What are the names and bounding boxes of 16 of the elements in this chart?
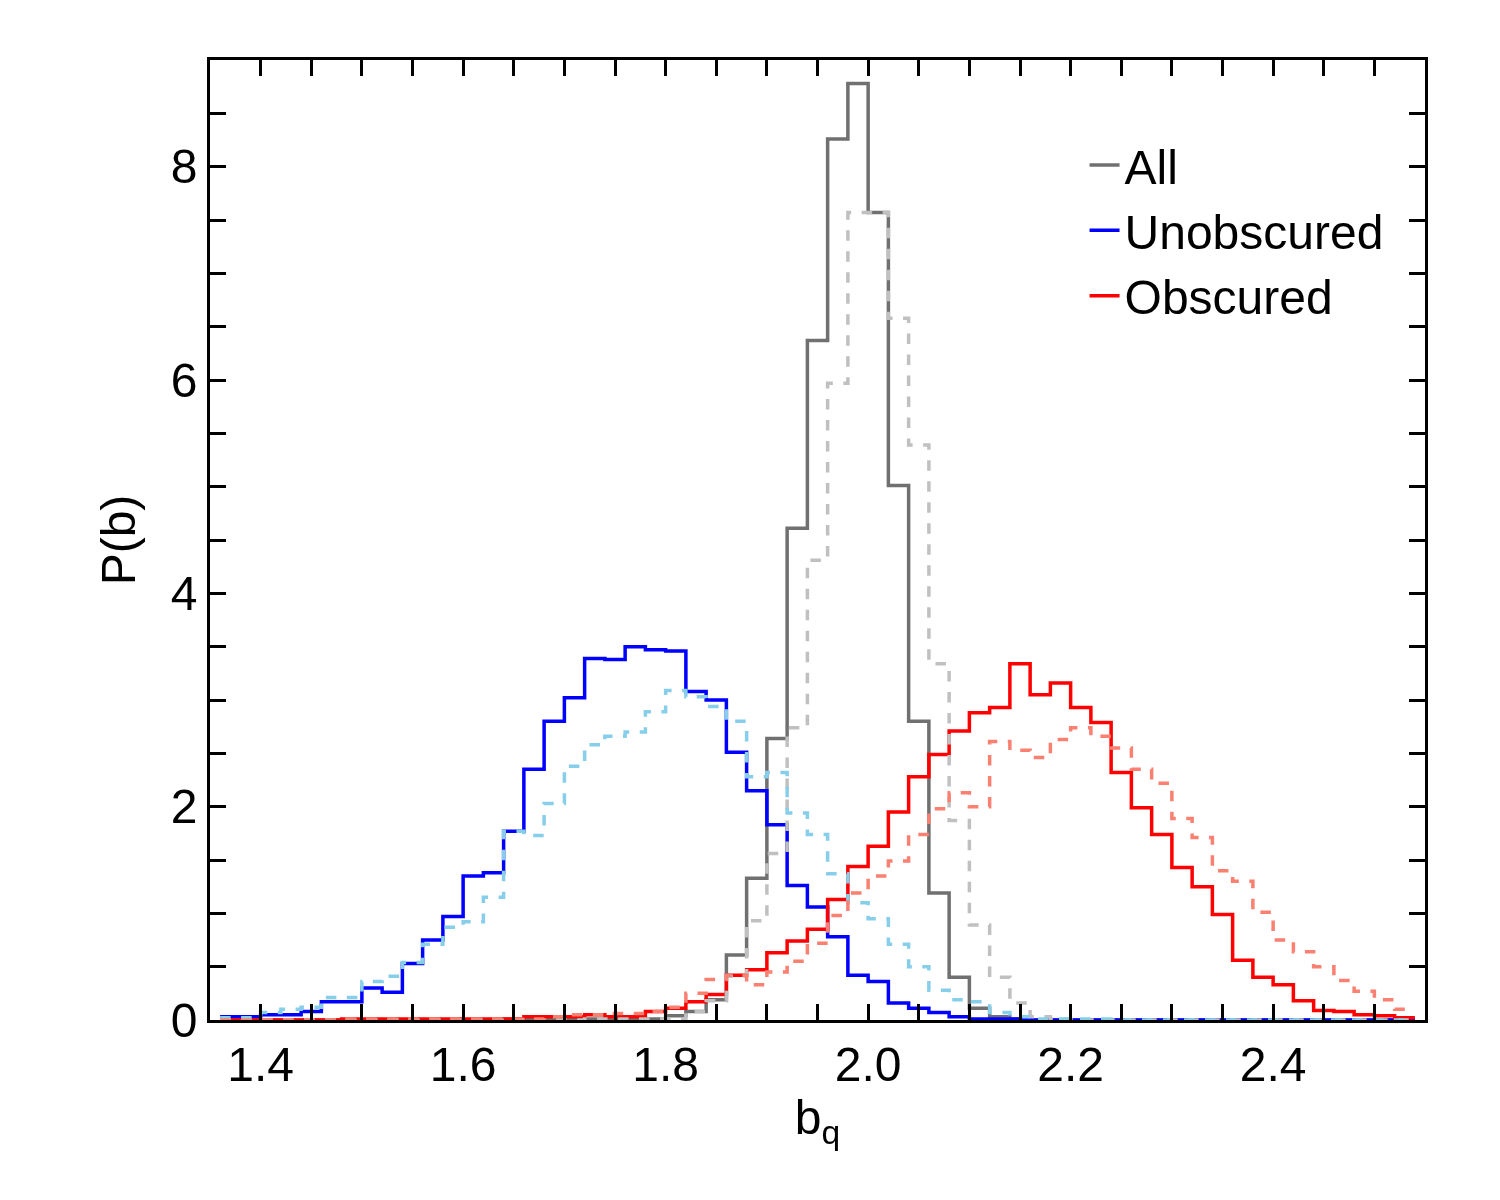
x-axis-title: b$_{q}$ <box>794 1090 841 1151</box>
x-tick-label: 1.6 <box>429 1037 497 1091</box>
x-tick-label: 1.8 <box>632 1037 699 1091</box>
y-tick-label: 8 <box>170 140 198 194</box>
y-tick-label: 2 <box>170 780 198 834</box>
y-tick-label: 0 <box>170 993 198 1047</box>
x-tick-label: 1.4 <box>227 1037 294 1091</box>
y-tick-label: 6 <box>170 353 198 407</box>
y-tick-label: 4 <box>170 567 198 621</box>
x-tick-label: 2.4 <box>1239 1037 1307 1091</box>
x-tick-label: 2.2 <box>1037 1037 1104 1091</box>
legend-label: Obscured <box>1124 271 1333 325</box>
legend-label: All <box>1124 140 1178 194</box>
y-axis-title: P(b) <box>92 494 146 586</box>
legend-label: Unobscured <box>1124 206 1384 260</box>
x-tick-label: 2.0 <box>834 1037 902 1091</box>
